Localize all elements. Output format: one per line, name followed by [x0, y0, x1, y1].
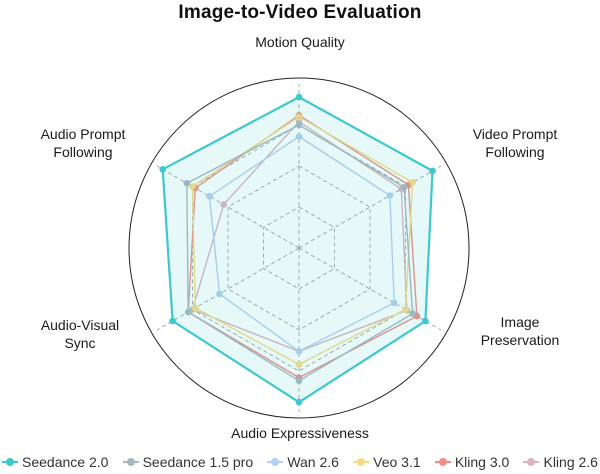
legend-label-2: Wan 2.6	[287, 454, 339, 470]
legend-item-4: Kling 3.0	[434, 454, 510, 470]
grid-ring-0	[263, 206, 335, 290]
series-1-point-4	[184, 308, 192, 316]
series-2-point-3	[295, 348, 303, 355]
legend-label-5: Kling 2.6	[543, 454, 598, 470]
series-2-point-1	[386, 192, 394, 199]
axis-label-audio-prompt-following: Audio Prompt Following	[40, 126, 126, 160]
series-5-point-5	[220, 201, 227, 208]
legend-item-2: Wan 2.6	[267, 454, 339, 470]
series-1-point-5	[183, 179, 191, 187]
legend-marker-dot	[271, 458, 280, 466]
series-1-point-3	[295, 377, 303, 385]
series-1-point-0	[295, 121, 303, 129]
series-0-point-2	[422, 317, 429, 325]
axis-label-video-prompt-following: Video Prompt Following	[472, 126, 558, 160]
axis-label-motion-quality: Motion Quality	[255, 34, 345, 50]
legend-marker-dot	[357, 458, 366, 466]
series-3-point-2	[402, 306, 409, 313]
legend-label-1: Seedance 1.5 pro	[142, 454, 254, 470]
spoke-4	[156, 247, 300, 331]
legend: Seedance 2.0 Seedance 1.5 pro Wan 2.6 Veo 3…	[0, 450, 600, 474]
legend-marker-3	[353, 457, 370, 467]
series-0-point-0	[295, 93, 303, 101]
legend-label-3: Veo 3.1	[373, 454, 421, 470]
series-0-point-4	[169, 317, 176, 325]
legend-item-0: Seedance 2.0	[2, 454, 108, 470]
series-0-point-5	[159, 166, 166, 173]
series-2-point-2	[390, 299, 398, 307]
legend-item-3: Veo 3.1	[353, 454, 421, 470]
legend-item-1: Seedance 1.5 pro	[122, 454, 254, 470]
legend-label-4: Kling 3.0	[454, 454, 510, 470]
series-2-point-0	[295, 133, 303, 140]
grid-ring-1	[227, 165, 371, 331]
legend-marker-dot	[6, 458, 14, 466]
axis-label-image-preservation: Image Preservation	[480, 314, 560, 348]
legend-marker-dot	[527, 458, 536, 466]
series-1-point-2	[409, 310, 416, 317]
series-2-point-4	[216, 290, 223, 298]
series-3-point-3	[295, 361, 303, 368]
series-0-point-1	[429, 167, 436, 175]
series-3-point-0	[295, 113, 303, 121]
series-0-point-3	[295, 398, 303, 406]
legend-label-0: Seedance 2.0	[22, 454, 109, 470]
legend-marker-0	[2, 457, 18, 467]
spoke-1	[298, 165, 442, 249]
series-2-point-5	[206, 193, 213, 200]
chart-title: Image-to-Video Evaluation	[178, 2, 422, 23]
series-3-point-4	[192, 304, 199, 312]
axis-label-audio-visual-sync: Audio-Visual Sync	[40, 317, 120, 351]
series-3-point-1	[409, 179, 416, 186]
legend-marker-dot	[126, 458, 135, 466]
legend-item-5: Kling 2.6	[523, 454, 598, 470]
legend-marker-4	[434, 457, 451, 467]
outer-circle	[128, 77, 470, 419]
axis-label-audio-expressiveness: Audio Expressiveness	[231, 425, 369, 441]
series-line-0	[161, 95, 434, 404]
legend-marker-dot	[438, 458, 447, 466]
legend-marker-1	[122, 457, 139, 467]
legend-marker-5	[523, 457, 540, 467]
legend-marker-2	[267, 457, 284, 467]
series-3-point-5	[189, 183, 196, 190]
series-1-point-1	[400, 184, 408, 191]
spoke-5	[156, 165, 300, 249]
